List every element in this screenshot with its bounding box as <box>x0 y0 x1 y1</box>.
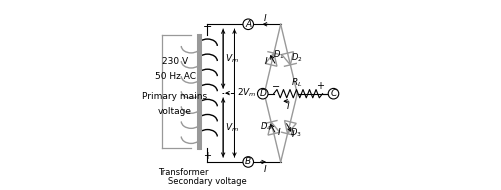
Text: $D_1$: $D_1$ <box>274 49 285 61</box>
Text: $R_L$: $R_L$ <box>291 76 302 89</box>
Text: $I$: $I$ <box>263 12 268 23</box>
Text: $+$: $+$ <box>316 80 325 91</box>
Text: voltage: voltage <box>158 108 192 116</box>
Text: $V_m$: $V_m$ <box>225 121 239 134</box>
Text: +: + <box>203 151 211 161</box>
Text: $V_m$: $V_m$ <box>225 52 239 65</box>
Text: A: A <box>245 20 252 29</box>
Text: Secondary voltage: Secondary voltage <box>168 177 247 186</box>
Text: 50 Hz AC: 50 Hz AC <box>154 72 195 81</box>
Text: $-$: $-$ <box>271 80 280 90</box>
Circle shape <box>243 19 254 30</box>
Text: $I$: $I$ <box>286 101 290 112</box>
Text: $I$: $I$ <box>264 55 268 66</box>
Circle shape <box>258 88 268 99</box>
Text: $D_2$: $D_2$ <box>291 52 303 64</box>
Text: $2V_m$: $2V_m$ <box>237 87 257 99</box>
Circle shape <box>328 88 339 99</box>
Text: $I$: $I$ <box>291 128 295 139</box>
Text: $I$: $I$ <box>277 126 282 137</box>
Text: $I$: $I$ <box>263 163 268 174</box>
Text: $D_3$: $D_3$ <box>290 126 302 139</box>
Text: C: C <box>330 89 337 98</box>
Text: Transformer: Transformer <box>158 168 209 177</box>
Text: −: − <box>203 22 212 32</box>
Text: D: D <box>260 89 266 98</box>
Text: Primary mains: Primary mains <box>142 92 207 101</box>
Text: $D_4$: $D_4$ <box>260 121 272 133</box>
Circle shape <box>243 157 254 167</box>
Text: 230 V: 230 V <box>162 57 188 66</box>
Text: B: B <box>245 158 252 166</box>
